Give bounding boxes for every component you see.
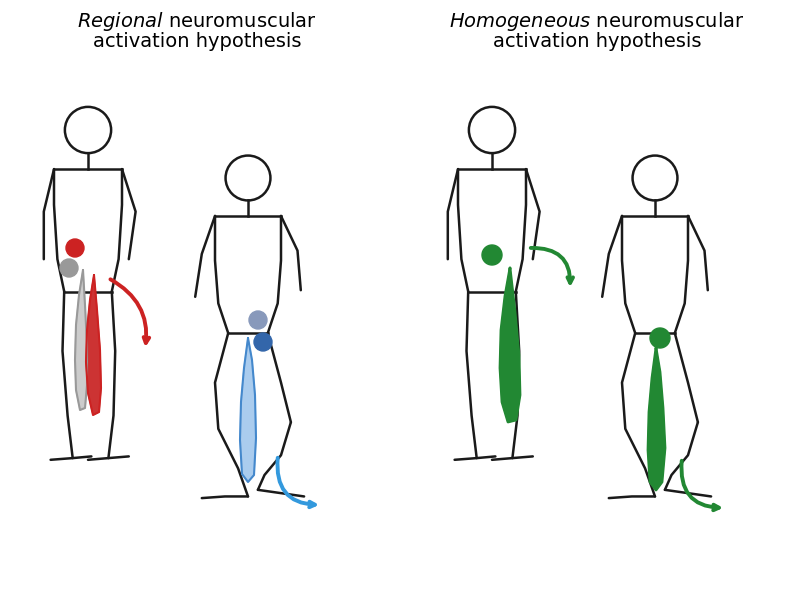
Text: activation hypothesis: activation hypothesis [493, 32, 702, 51]
Text: activation hypothesis: activation hypothesis [93, 32, 302, 51]
Circle shape [60, 259, 78, 277]
Text: $\it{Homogeneous}$ neuromuscular: $\it{Homogeneous}$ neuromuscular [450, 10, 745, 33]
Circle shape [482, 245, 502, 265]
Polygon shape [500, 268, 520, 422]
Polygon shape [75, 270, 87, 410]
Polygon shape [86, 275, 101, 415]
Polygon shape [648, 348, 665, 490]
Circle shape [249, 311, 267, 329]
Polygon shape [240, 338, 256, 482]
Circle shape [254, 333, 272, 351]
Text: $\it{Regional}$ neuromuscular: $\it{Regional}$ neuromuscular [77, 10, 317, 33]
Circle shape [650, 328, 670, 348]
Circle shape [66, 239, 84, 257]
